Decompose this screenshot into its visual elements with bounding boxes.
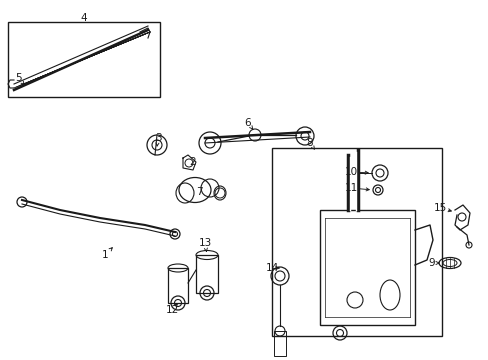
Text: 15: 15 (432, 203, 446, 213)
Text: 10: 10 (344, 167, 357, 177)
Bar (196, 255, 218, 293)
Text: 6: 6 (244, 118, 251, 128)
Text: 8: 8 (306, 138, 313, 148)
Bar (319, 210, 414, 325)
Bar (271, 148, 441, 336)
Text: 13: 13 (198, 238, 211, 248)
Text: 3: 3 (154, 133, 161, 143)
Bar (273, 331, 285, 356)
Bar (168, 268, 187, 303)
Text: 1: 1 (102, 250, 108, 260)
Bar (8, 22, 160, 97)
Text: 7: 7 (195, 187, 202, 197)
Text: 5: 5 (15, 73, 21, 83)
Text: 4: 4 (81, 13, 87, 23)
Text: 2: 2 (189, 157, 196, 167)
Text: 12: 12 (165, 305, 178, 315)
Text: 14: 14 (265, 263, 278, 273)
Text: 11: 11 (344, 183, 357, 193)
Text: 9: 9 (428, 258, 434, 268)
